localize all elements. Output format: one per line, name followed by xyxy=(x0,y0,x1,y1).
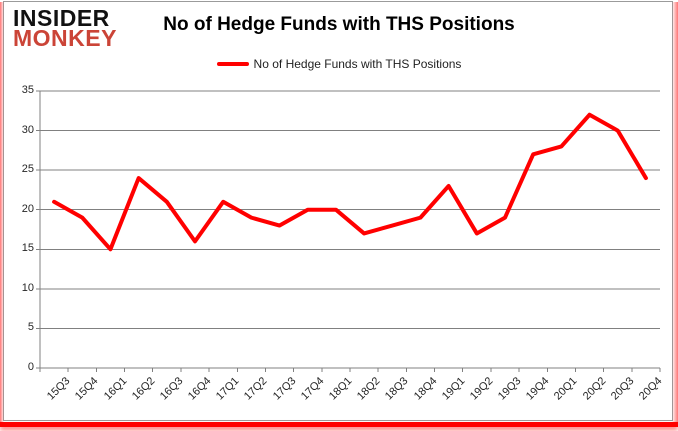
logo-line-monkey: MONKEY xyxy=(13,24,117,51)
series-line-hedge-funds xyxy=(52,112,648,252)
y-axis-tick-label: 0 xyxy=(27,361,34,373)
y-axis-tick-label: 5 xyxy=(27,321,34,334)
legend-line-swatch xyxy=(216,62,249,66)
insider-monkey-logo: INSIDER MONKEY xyxy=(13,5,117,51)
y-axis-tick-label: 20 xyxy=(21,202,34,215)
y-axis-tick-label: 15 xyxy=(21,242,34,255)
card-left-red-glow xyxy=(0,2,4,423)
y-axis-tick-label: 25 xyxy=(21,163,34,176)
logo-line-insider: INSIDER xyxy=(13,5,110,31)
y-axis-tick-label: 10 xyxy=(21,281,34,294)
legend: No of Hedge Funds with THS Positions xyxy=(0,57,678,71)
legend-label: No of Hedge Funds with THS Positions xyxy=(253,57,462,71)
chart-title: No of Hedge Funds with THS Positions xyxy=(163,14,515,35)
card-right-red-glow xyxy=(672,2,678,423)
card-bottom-red-bar xyxy=(0,422,678,427)
y-axis-tick-label: 35 xyxy=(21,84,34,96)
y-axis-tick-label: 30 xyxy=(21,123,34,136)
